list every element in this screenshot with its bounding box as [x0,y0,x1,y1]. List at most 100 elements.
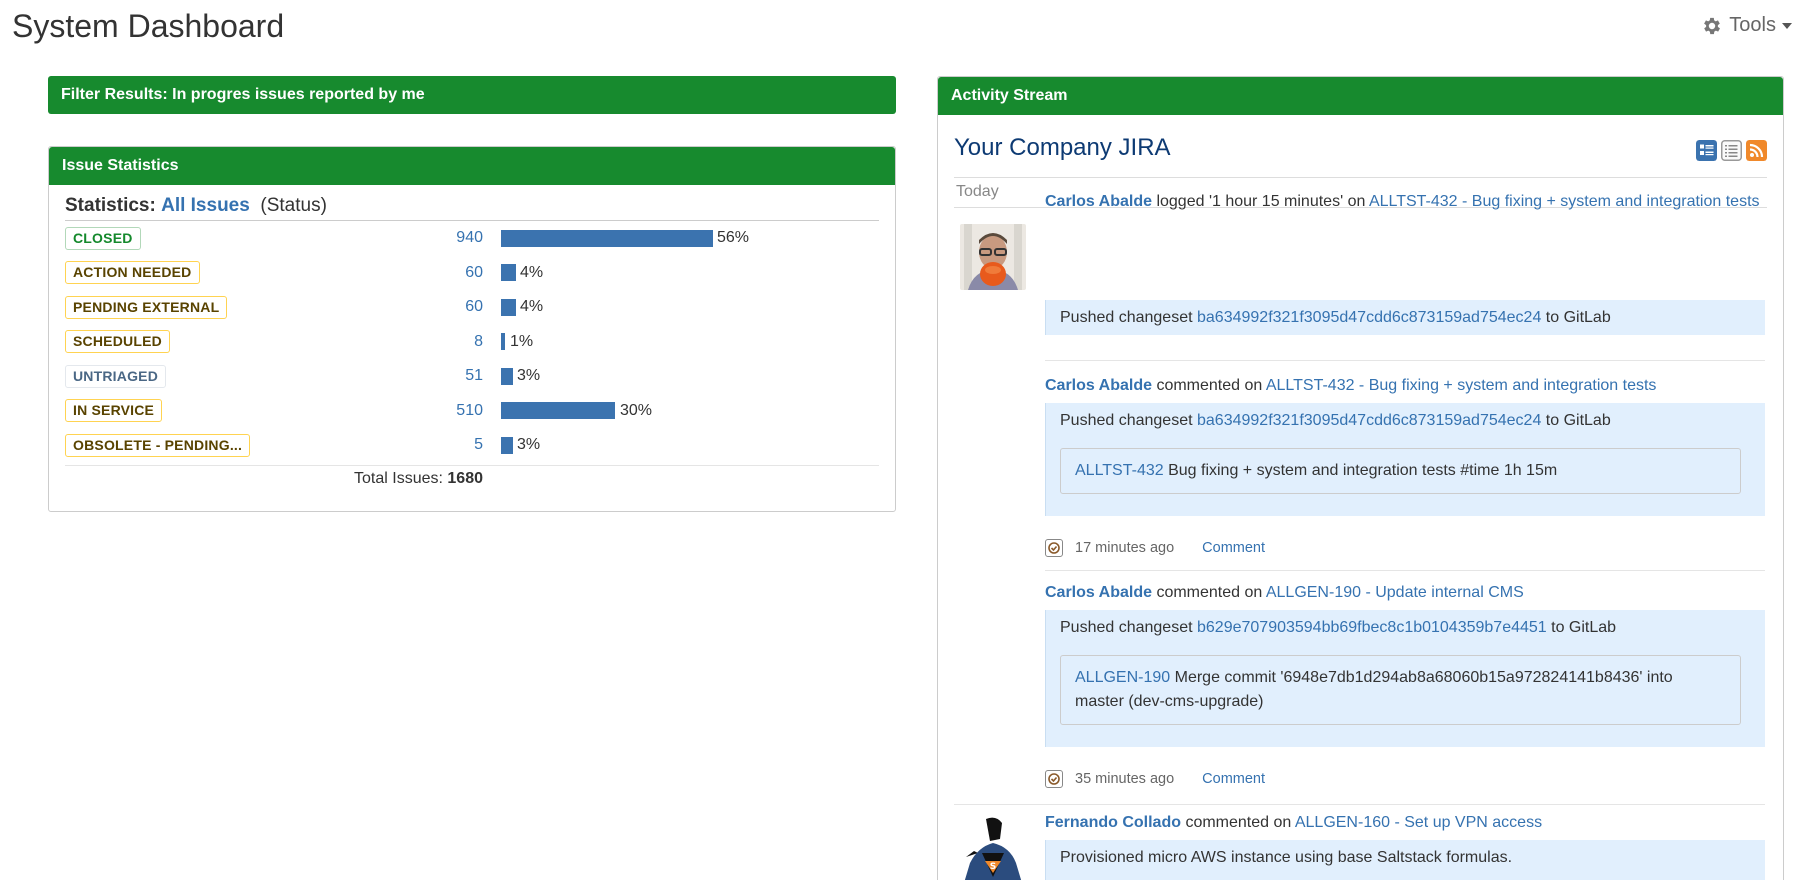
entry-summary: Carlos Abalde commented on ALLGEN-190 - … [1045,581,1765,604]
status-percent: 56% [717,229,750,247]
activity-stream-gadget: Activity Stream Your Company JIRA Today [937,76,1784,880]
svg-text:S: S [990,862,996,872]
issue-link[interactable]: ALLGEN-160 - Set up VPN access [1294,814,1543,831]
status-bar [501,333,505,351]
changeset-link[interactable]: ba634992f321f3095d47cdd6c873159ad754ec24 [1197,309,1542,326]
status-lozenge-obsolete-pending[interactable]: OBSOLETE - PENDING... [65,433,251,457]
table-row: CLOSED 940 56% [65,221,879,256]
comment-link[interactable]: Comment [1202,771,1266,787]
quote-text: Pushed changeset [1060,412,1197,429]
issue-link[interactable]: ALLGEN-190 - Update internal CMS [1265,584,1524,601]
statistics-type: (Status) [260,195,327,216]
quote-text: Pushed changeset [1060,619,1197,636]
statistics-heading: Statistics: All Issues (Status) [65,195,879,221]
status-count[interactable]: 5 [474,436,483,454]
status-bar [501,402,615,420]
status-count[interactable]: 60 [465,298,483,316]
divider [954,804,1765,805]
all-issues-link[interactable]: All Issues [161,195,250,216]
status-percent: 4% [520,263,544,281]
status-percent: 3% [517,367,541,385]
stream-view-controls [1696,140,1767,161]
table-row: UNTRIAGED 51 3% [65,359,879,394]
list-view-icon[interactable] [1721,140,1742,161]
comment-quote: Provisioned micro AWS instance using bas… [1045,840,1765,880]
status-lozenge-pending-external[interactable]: PENDING EXTERNAL [65,295,228,319]
commit-message-box: ALLTST-432 Bug fixing + system and integ… [1060,448,1741,494]
entry-action: commented on [1152,377,1266,394]
quote-text: to GitLab [1541,412,1611,429]
divider [1045,570,1765,571]
status-bar [501,367,513,385]
entry-summary: Carlos Abalde logged '1 hour 15 minutes'… [1045,190,1765,213]
status-count[interactable]: 510 [456,401,483,419]
changeset-quote: Pushed changeset b629e707903594bb69fbec8… [1045,610,1765,747]
issue-key-link[interactable]: ALLGEN-190 [1075,669,1171,686]
gear-icon [1704,17,1721,34]
full-view-icon[interactable] [1696,140,1717,161]
user-link[interactable]: Carlos Abalde [1045,193,1152,210]
rss-feed-icon[interactable] [1746,140,1767,161]
user-link[interactable]: Carlos Abalde [1045,584,1152,601]
avatar-fernando-collado[interactable]: S [960,817,1026,880]
user-link[interactable]: Carlos Abalde [1045,377,1152,394]
table-row: PENDING EXTERNAL 60 4% [65,290,879,325]
entry-body: Pushed changeset ba634992f321f3095d47cdd… [1045,300,1765,335]
issue-link[interactable]: ALLTST-432 - Bug fixing + system and int… [1265,377,1657,394]
table-row: ACTION NEEDED 60 4% [65,256,879,291]
changeset-link[interactable]: b629e707903594bb69fbec8c1b0104359b7e4451 [1197,619,1547,636]
comment-link[interactable]: Comment [1202,540,1266,556]
status-bar [501,264,516,282]
activity-stream-header[interactable]: Activity Stream [938,77,1783,115]
status-count[interactable]: 60 [465,263,483,281]
issue-key-link[interactable]: ALLTST-432 [1075,462,1164,479]
activity-entry: Carlos Abalde commented on ALLGEN-190 - … [1045,581,1765,747]
status-count[interactable]: 51 [465,367,483,385]
total-issues: Total Issues: 1680 [65,464,879,495]
tools-label: Tools [1729,14,1776,36]
status-lozenge-closed[interactable]: CLOSED [65,226,141,250]
status-percent: 4% [520,298,544,316]
avatar-carlos-abalde[interactable] [960,224,1026,290]
total-issues-value: 1680 [447,469,483,487]
changeset-link[interactable]: ba634992f321f3095d47cdd6c873159ad754ec24 [1197,412,1542,429]
status-lozenge-in-service[interactable]: IN SERVICE [65,399,163,423]
table-row: SCHEDULED 8 1% [65,325,879,360]
user-link[interactable]: Fernando Collado [1045,814,1181,831]
statistics-label: Statistics: [65,195,156,216]
statistics-table: CLOSED 940 56% ACTION NEEDED 60 4% PENDI… [65,221,879,463]
status-percent: 3% [517,436,541,454]
activity-entry: Fernando Collado commented on ALLGEN-160… [1045,811,1765,880]
changeset-quote: Pushed changeset ba634992f321f3095d47cdd… [1045,300,1765,335]
entry-meta: 17 minutes ago Comment [1045,539,1265,557]
quote-text: to GitLab [1541,309,1611,326]
activity-entry: Carlos Abalde commented on ALLTST-432 - … [1045,374,1765,516]
entry-action: logged '1 hour 15 minutes' on [1152,193,1369,210]
issue-statistics-gadget: Issue Statistics Statistics: All Issues … [48,146,896,512]
user-avatar-image [960,224,1026,290]
status-bar [501,229,713,247]
stream-title: Your Company JIRA [954,134,1171,161]
status-count[interactable]: 8 [474,332,483,350]
entry-action: commented on [1152,584,1266,601]
issue-link[interactable]: ALLTST-432 - Bug fixing + system and int… [1368,193,1760,210]
chevron-down-icon [1782,22,1792,29]
user-avatar-image: S [960,817,1026,880]
day-label: Today [956,183,999,200]
status-percent: 1% [510,332,534,350]
status-lozenge-untriaged[interactable]: UNTRIAGED [65,364,167,388]
divider [1045,360,1765,361]
filter-results-gadget: Filter Results: In progres issues report… [48,76,896,115]
commit-message: Merge commit '6948e7db1d294ab8a68060b15a… [1075,669,1673,710]
entry-summary: Carlos Abalde commented on ALLTST-432 - … [1045,374,1765,397]
entry-summary: Fernando Collado commented on ALLGEN-160… [1045,811,1765,834]
tools-menu-button[interactable]: Tools [1701,14,1792,37]
status-count[interactable]: 940 [456,229,483,247]
status-percent: 30% [620,401,653,419]
filter-results-header[interactable]: Filter Results: In progres issues report… [48,76,896,114]
table-row: IN SERVICE 510 30% [65,394,879,429]
issue-statistics-header[interactable]: Issue Statistics [49,147,895,185]
status-lozenge-action-needed[interactable]: ACTION NEEDED [65,261,200,285]
status-lozenge-scheduled[interactable]: SCHEDULED [65,330,170,354]
table-row: OBSOLETE - PENDING... 5 3% [65,428,879,463]
